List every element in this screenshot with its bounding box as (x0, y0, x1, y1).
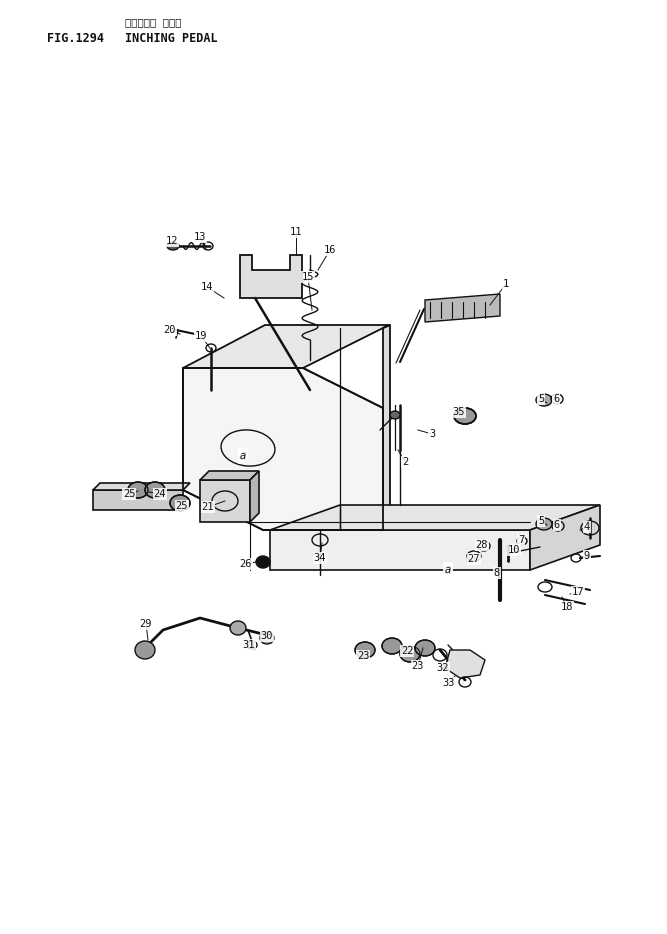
Polygon shape (250, 471, 259, 522)
Ellipse shape (256, 556, 270, 568)
Text: 26: 26 (239, 559, 252, 569)
Text: 23: 23 (357, 651, 370, 661)
Polygon shape (183, 325, 390, 368)
Text: 2: 2 (402, 457, 408, 467)
Text: 20: 20 (164, 325, 176, 335)
Text: 5: 5 (538, 394, 544, 404)
Text: 9: 9 (584, 551, 590, 561)
Polygon shape (93, 483, 190, 490)
Polygon shape (530, 505, 600, 570)
Text: a: a (240, 451, 246, 461)
Text: 21: 21 (201, 502, 214, 512)
Text: インチング  ペダル: インチング ペダル (125, 17, 181, 27)
Polygon shape (183, 368, 383, 530)
Text: 4: 4 (584, 522, 590, 532)
Text: a: a (445, 565, 451, 575)
Ellipse shape (170, 495, 190, 511)
Text: 35: 35 (453, 407, 466, 417)
Text: 11: 11 (289, 227, 302, 237)
Ellipse shape (260, 632, 274, 644)
Text: 25: 25 (175, 501, 188, 511)
Text: 1: 1 (503, 279, 509, 289)
Text: a: a (444, 563, 452, 577)
Text: 6: 6 (553, 394, 559, 404)
Polygon shape (240, 255, 302, 298)
Text: 12: 12 (166, 236, 178, 246)
Polygon shape (445, 650, 485, 678)
Text: 30: 30 (261, 631, 273, 641)
Text: 25: 25 (123, 489, 135, 499)
Ellipse shape (390, 411, 400, 419)
Text: 32: 32 (437, 663, 450, 673)
Text: 33: 33 (443, 678, 456, 688)
Ellipse shape (145, 482, 165, 498)
Text: 17: 17 (572, 587, 584, 597)
Text: a: a (239, 449, 247, 463)
Text: 29: 29 (140, 619, 152, 629)
Text: 15: 15 (301, 272, 314, 282)
Polygon shape (425, 294, 500, 322)
Text: 7: 7 (518, 535, 524, 545)
Text: 10: 10 (508, 545, 520, 555)
Ellipse shape (382, 638, 402, 654)
Text: 19: 19 (195, 331, 207, 341)
Ellipse shape (400, 646, 420, 662)
Text: 34: 34 (313, 553, 326, 563)
Polygon shape (200, 471, 259, 480)
Ellipse shape (415, 640, 435, 656)
Polygon shape (270, 530, 530, 570)
Text: 27: 27 (468, 554, 480, 564)
Text: 14: 14 (201, 282, 213, 292)
Polygon shape (270, 505, 600, 530)
Polygon shape (383, 325, 390, 530)
Text: 28: 28 (476, 540, 488, 550)
Ellipse shape (128, 482, 148, 498)
Ellipse shape (135, 641, 155, 659)
Ellipse shape (355, 642, 375, 658)
Text: 16: 16 (323, 245, 336, 255)
Text: FIG.1294: FIG.1294 (47, 32, 104, 45)
Text: 24: 24 (154, 489, 166, 499)
Ellipse shape (536, 518, 552, 530)
Text: 13: 13 (193, 232, 206, 242)
Text: 18: 18 (561, 602, 573, 612)
Polygon shape (93, 490, 183, 510)
Text: 23: 23 (412, 661, 424, 671)
Text: 31: 31 (243, 640, 255, 650)
Text: 3: 3 (429, 429, 435, 439)
Text: 8: 8 (494, 568, 500, 578)
Ellipse shape (230, 621, 246, 635)
Text: 5: 5 (538, 516, 544, 526)
Text: 6: 6 (554, 520, 560, 530)
Text: 22: 22 (401, 646, 414, 656)
Ellipse shape (454, 408, 476, 424)
Ellipse shape (536, 394, 552, 406)
Ellipse shape (167, 242, 179, 250)
Polygon shape (200, 480, 250, 522)
Text: INCHING PEDAL: INCHING PEDAL (125, 32, 217, 45)
